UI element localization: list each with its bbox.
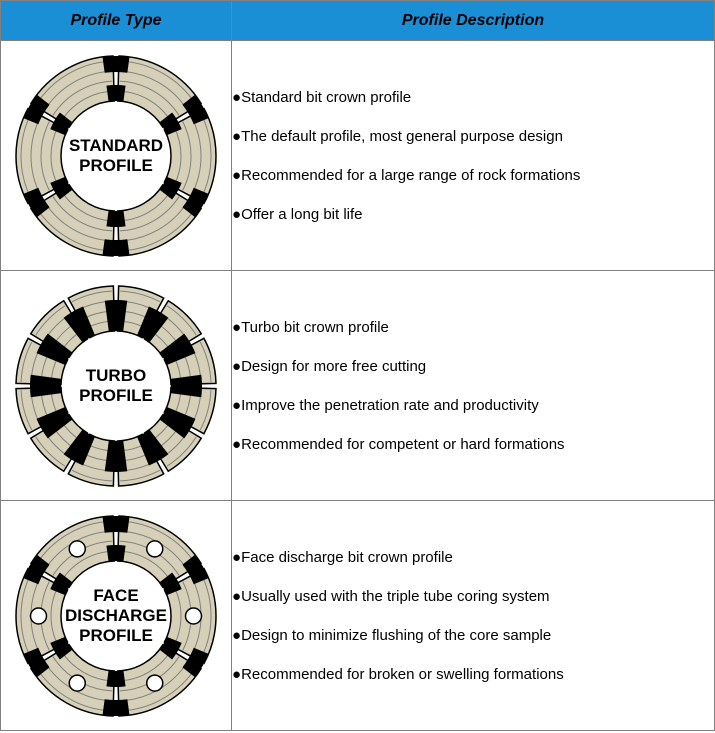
profile-type-cell: FACEDISCHARGEPROFILE <box>1 501 232 731</box>
svg-text:DISCHARGE: DISCHARGE <box>65 606 167 625</box>
svg-text:PROFILE: PROFILE <box>79 386 153 405</box>
svg-text:PROFILE: PROFILE <box>79 156 153 175</box>
svg-text:FACE: FACE <box>93 586 138 605</box>
svg-text:STANDARD: STANDARD <box>69 136 163 155</box>
bullet-point: ●Design for more free cutting <box>232 356 714 377</box>
header-profile-desc: Profile Description <box>232 1 715 41</box>
bullet-point: ●Improve the penetration rate and produc… <box>232 395 714 416</box>
bullet-point: ●Standard bit crown profile <box>232 87 714 108</box>
svg-text:TURBO: TURBO <box>86 366 146 385</box>
bullet-point: ●Turbo bit crown profile <box>232 317 714 338</box>
bullet-point: ●Recommended for a large range of rock f… <box>232 165 714 186</box>
bullet-point: ●Usually used with the triple tube corin… <box>232 586 714 607</box>
standard-profile-diagram: STANDARDPROFILE <box>6 46 226 266</box>
bullet-point: ●The default profile, most general purpo… <box>232 126 714 147</box>
bullet-point: ●Face discharge bit crown profile <box>232 547 714 568</box>
profile-desc-cell: ●Face discharge bit crown profile ●Usuall… <box>232 501 715 731</box>
svg-text:PROFILE: PROFILE <box>79 626 153 645</box>
header-profile-type: Profile Type <box>1 1 232 41</box>
table-row: TURBOPROFILE ●Turbo bit crown profile ●Des… <box>1 271 715 501</box>
table-header-row: Profile Type Profile Description <box>1 1 715 41</box>
bullet-point: ●Recommended for broken or swelling form… <box>232 664 714 685</box>
table-row: FACEDISCHARGEPROFILE●Face discharge bit … <box>1 501 715 731</box>
bullet-point: ●Design to minimize flushing of the core… <box>232 625 714 646</box>
bullet-point: ●Recommended for competent or hard forma… <box>232 434 714 455</box>
table-row: STANDARDPROFILE●Standard bit crown profi… <box>1 41 715 271</box>
face-profile-diagram: FACEDISCHARGEPROFILE <box>6 506 226 726</box>
profile-type-cell: TURBOPROFILE <box>1 271 232 501</box>
bullet-point: ●Offer a long bit life <box>232 204 714 225</box>
profile-table: Profile Type Profile Description STANDAR… <box>0 0 715 731</box>
profile-desc-cell: ●Turbo bit crown profile ●Design for more… <box>232 271 715 501</box>
profile-desc-cell: ●Standard bit crown profile ●The default … <box>232 41 715 271</box>
turbo-profile-diagram: TURBOPROFILE <box>6 276 226 496</box>
profile-type-cell: STANDARDPROFILE <box>1 41 232 271</box>
